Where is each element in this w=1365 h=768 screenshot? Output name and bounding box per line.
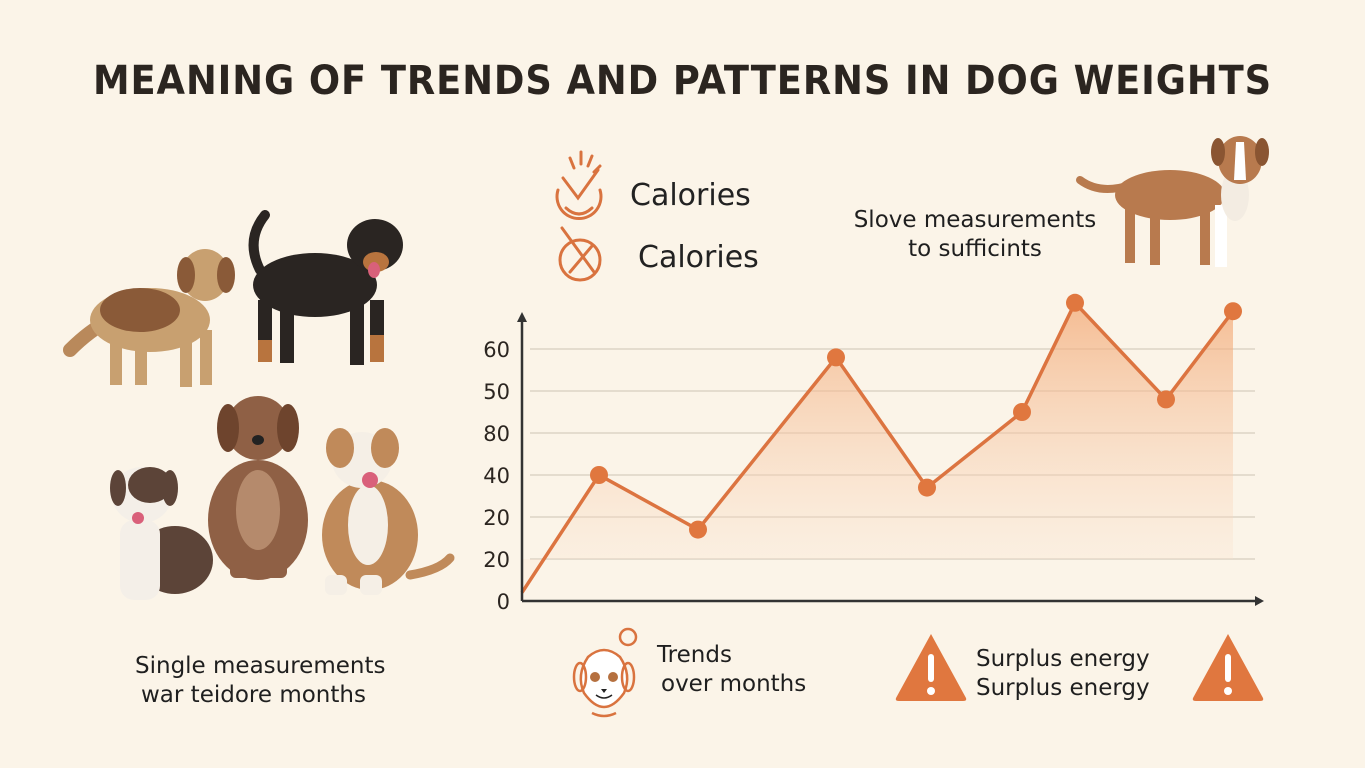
caption-line: over months — [661, 671, 807, 697]
y-tick-label: 0 — [497, 590, 510, 614]
left-caption: Single measurements war teidore months — [135, 652, 385, 710]
y-tick-label: 60 — [483, 338, 510, 362]
data-point — [827, 348, 845, 367]
legend-label-calories-check: Calories — [630, 178, 751, 213]
area-fill — [522, 302, 1233, 593]
top-right-caption: Slove measurements to sufficints — [852, 206, 1098, 264]
y-tick-label: 20 — [483, 506, 510, 530]
legend-label-calories-x: Calories — [638, 240, 759, 275]
caption-line: Single measurements — [135, 653, 386, 679]
caption-line: to sufficints — [908, 236, 1042, 262]
caption-line: Slove measurements — [853, 207, 1097, 233]
page-title: MEANING OF TRENDS AND PATTERNS IN DOG WE… — [92, 58, 1273, 104]
surplus-caption: Surplus energy Surplus energy — [976, 645, 1150, 703]
data-point — [1157, 390, 1175, 409]
data-point — [1066, 293, 1084, 312]
data-point — [1013, 403, 1031, 421]
warning-icon — [1192, 634, 1264, 701]
x-axis-arrow — [1255, 596, 1264, 606]
caption-line: Trends — [657, 642, 732, 668]
y-tick-labels: 0 20 20 40 80 50 60 — [483, 338, 510, 614]
dog-face-icon — [572, 627, 638, 718]
caption-line: Surplus energy — [976, 646, 1150, 672]
data-point — [918, 478, 936, 497]
y-tick-label: 20 — [483, 548, 510, 572]
y-axis-arrow — [517, 312, 527, 322]
data-point — [1224, 302, 1242, 321]
data-point — [689, 520, 707, 539]
checkmark-circle-icon — [555, 150, 603, 221]
legend-icons — [555, 150, 603, 282]
x-circle-icon — [558, 226, 602, 282]
y-tick-label: 40 — [483, 464, 510, 488]
caption-line: Surplus energy — [976, 675, 1150, 701]
warning-icon — [895, 634, 967, 701]
data-point — [590, 466, 608, 484]
caption-line: war teidore months — [141, 682, 366, 708]
y-tick-label: 50 — [483, 380, 510, 404]
trends-caption: Trends over months — [657, 641, 806, 699]
y-tick-label: 80 — [483, 422, 510, 446]
data-points — [590, 293, 1242, 539]
